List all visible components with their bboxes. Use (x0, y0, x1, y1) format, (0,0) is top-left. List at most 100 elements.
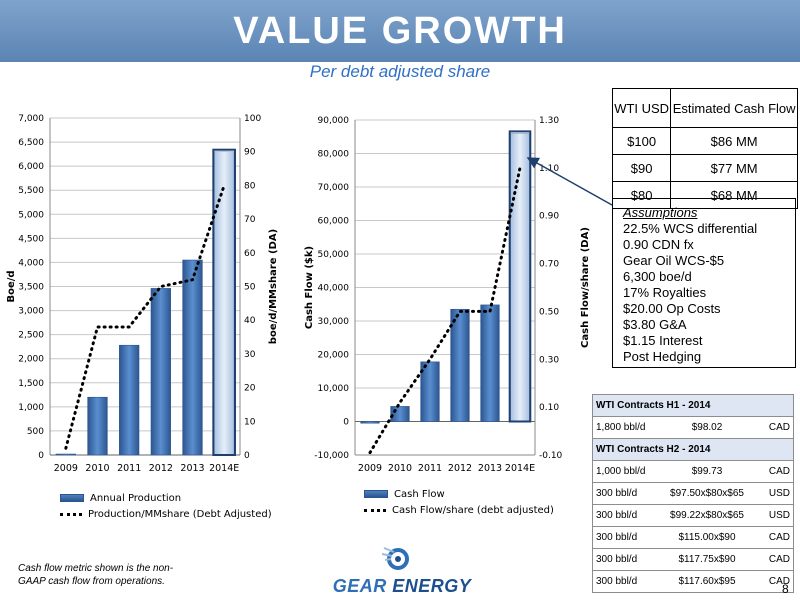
legend-swatch-line (60, 512, 82, 516)
table-cell: $80 (611, 181, 672, 209)
currency-cell: CAD (751, 548, 794, 571)
y-tick-label: 80,000 (318, 150, 350, 160)
y-tick-label: 5,000 (18, 210, 44, 220)
bar (119, 344, 140, 456)
y-tick-label: 70,000 (318, 183, 350, 193)
table-row: 1,000 bbl/d $99.73 CAD (592, 460, 794, 483)
logo-word: GEAR (332, 576, 387, 596)
table-row: 300 bbl/d $117.60x$95 CAD (592, 570, 794, 593)
line-series (368, 166, 522, 455)
y-tick-label: 6,000 (18, 162, 44, 172)
assumption-item: 22.5% WCS differential (623, 221, 758, 236)
y2-tick-label: 40 (244, 316, 256, 326)
y-tick-label: 3,500 (18, 283, 44, 293)
bar (480, 304, 500, 422)
table-row: 1,800 bbl/d $98.02 CAD (592, 416, 794, 439)
assumptions-heading: Assumptions (623, 205, 698, 220)
bar (450, 308, 470, 422)
highlight-bar (214, 151, 235, 456)
page-title: VALUE GROWTH (233, 10, 567, 52)
price-cell: $117.60x$95 (663, 570, 751, 593)
legend-item-cash-flow-share: Cash Flow/share (debt adjusted) (364, 502, 554, 518)
table-header: Estimated Cash Flow (670, 88, 798, 128)
bar (182, 259, 203, 456)
legend-swatch-line (364, 508, 386, 512)
x-tick-label: 2009 (358, 463, 382, 474)
gear-icon (382, 547, 409, 570)
y-tick-label: 60,000 (318, 217, 350, 227)
table-header-row: WTI USD Estimated Cash Flow (611, 88, 798, 128)
x-tick-label: 2013 (478, 463, 502, 474)
table-cell: $68 MM (670, 181, 798, 209)
legend-label: Annual Production (90, 492, 182, 504)
x-tick-label: 2014E (209, 463, 239, 474)
y-tick-label: 10,000 (318, 384, 350, 394)
cashflow-legend: Cash Flow Cash Flow/share (debt adjusted… (364, 486, 554, 518)
y-axis-title: Cash Flow ($k) (304, 246, 315, 329)
bar (360, 421, 380, 424)
y2-tick-label: 20 (244, 384, 256, 394)
y-tick-label: 5,500 (18, 186, 44, 196)
y-tick-label: 1,500 (18, 379, 44, 389)
production-legend: Annual Production Production/MMshare (De… (60, 490, 272, 522)
assumption-item: 0.90 CDN fx (623, 237, 694, 252)
y2-tick-label: 100 (244, 114, 261, 124)
page-number: 8 (782, 582, 789, 596)
assumption-item: 6,300 boe/d (623, 269, 692, 284)
x-tick-label: 2010 (85, 463, 109, 474)
volume-cell: 300 bbl/d (592, 526, 663, 549)
y2-tick-label: 0.50 (539, 307, 559, 317)
y-tick-label: 2,500 (18, 331, 44, 341)
bar (55, 453, 76, 456)
contracts-h1-header: WTI Contracts H1 - 2014 (592, 394, 794, 417)
wti-contracts-table: WTI Contracts H1 - 2014 1,800 bbl/d $98.… (592, 394, 794, 593)
logo-word: ENERGY (392, 576, 472, 596)
assumption-item: Post Hedging (623, 349, 702, 364)
table-row: $100 $86 MM (611, 127, 798, 155)
volume-cell: 300 bbl/d (592, 548, 663, 571)
volume-cell: 300 bbl/d (592, 504, 663, 527)
currency-cell: CAD (751, 416, 794, 439)
y2-tick-label: 80 (244, 181, 256, 191)
y2-tick-label: 0.30 (539, 355, 559, 365)
x-tick-label: 2012 (149, 463, 173, 474)
line-series (64, 183, 226, 450)
y2-tick-label: 1.30 (539, 116, 559, 126)
y-tick-label: 0 (343, 418, 349, 428)
legend-swatch-bar (364, 490, 388, 498)
price-cell: $98.02 (663, 416, 751, 439)
y-tick-label: 2,000 (18, 355, 44, 365)
section-title: WTI Contracts H2 - 2014 (592, 438, 794, 461)
gear-energy-logo: GEAR ENERGY (322, 544, 482, 598)
volume-cell: 300 bbl/d (592, 570, 663, 593)
assumption-item: 17% Royalties (623, 285, 707, 300)
table-cell: $90 (611, 154, 672, 182)
y2-tick-label: 30 (244, 350, 256, 360)
y2-axis-title: boe/d/MMshare (DA) (268, 229, 279, 344)
y2-tick-label: 0 (244, 451, 250, 461)
legend-item-cash-flow: Cash Flow (364, 486, 554, 502)
assumption-item: $1.15 Interest (623, 333, 703, 348)
table-row: 300 bbl/d $97.50x$80x$65 USD (592, 482, 794, 505)
currency-cell: CAD (751, 526, 794, 549)
y-tick-label: 3,000 (18, 307, 44, 317)
legend-label: Cash Flow/share (debt adjusted) (392, 504, 554, 516)
price-cell: $117.75x$90 (663, 548, 751, 571)
y2-tick-label: 90 (244, 148, 256, 158)
page-subtitle: Per debt adjusted share (309, 62, 491, 81)
volume-cell: 1,000 bbl/d (592, 460, 663, 483)
x-tick-label: 2011 (418, 463, 442, 474)
legend-label: Cash Flow (394, 488, 445, 500)
table-row: $80 $68 MM (611, 181, 798, 209)
y-tick-label: 6,500 (18, 138, 44, 148)
table-cell: $86 MM (670, 127, 798, 155)
x-tick-label: 2011 (117, 463, 141, 474)
cashflow-chart: -10,000 0 10,000 20,000 30,000 40,000 50,000 60… (304, 116, 591, 474)
y-tick-label: 50,000 (318, 250, 350, 260)
y-tick-label: 7,000 (18, 114, 44, 124)
title-bar: VALUE GROWTH (0, 0, 800, 62)
x-tick-label: 2013 (180, 463, 204, 474)
x-tick-label: 2009 (54, 463, 78, 474)
y2-tick-label: 60 (244, 249, 256, 259)
bar (87, 396, 108, 456)
